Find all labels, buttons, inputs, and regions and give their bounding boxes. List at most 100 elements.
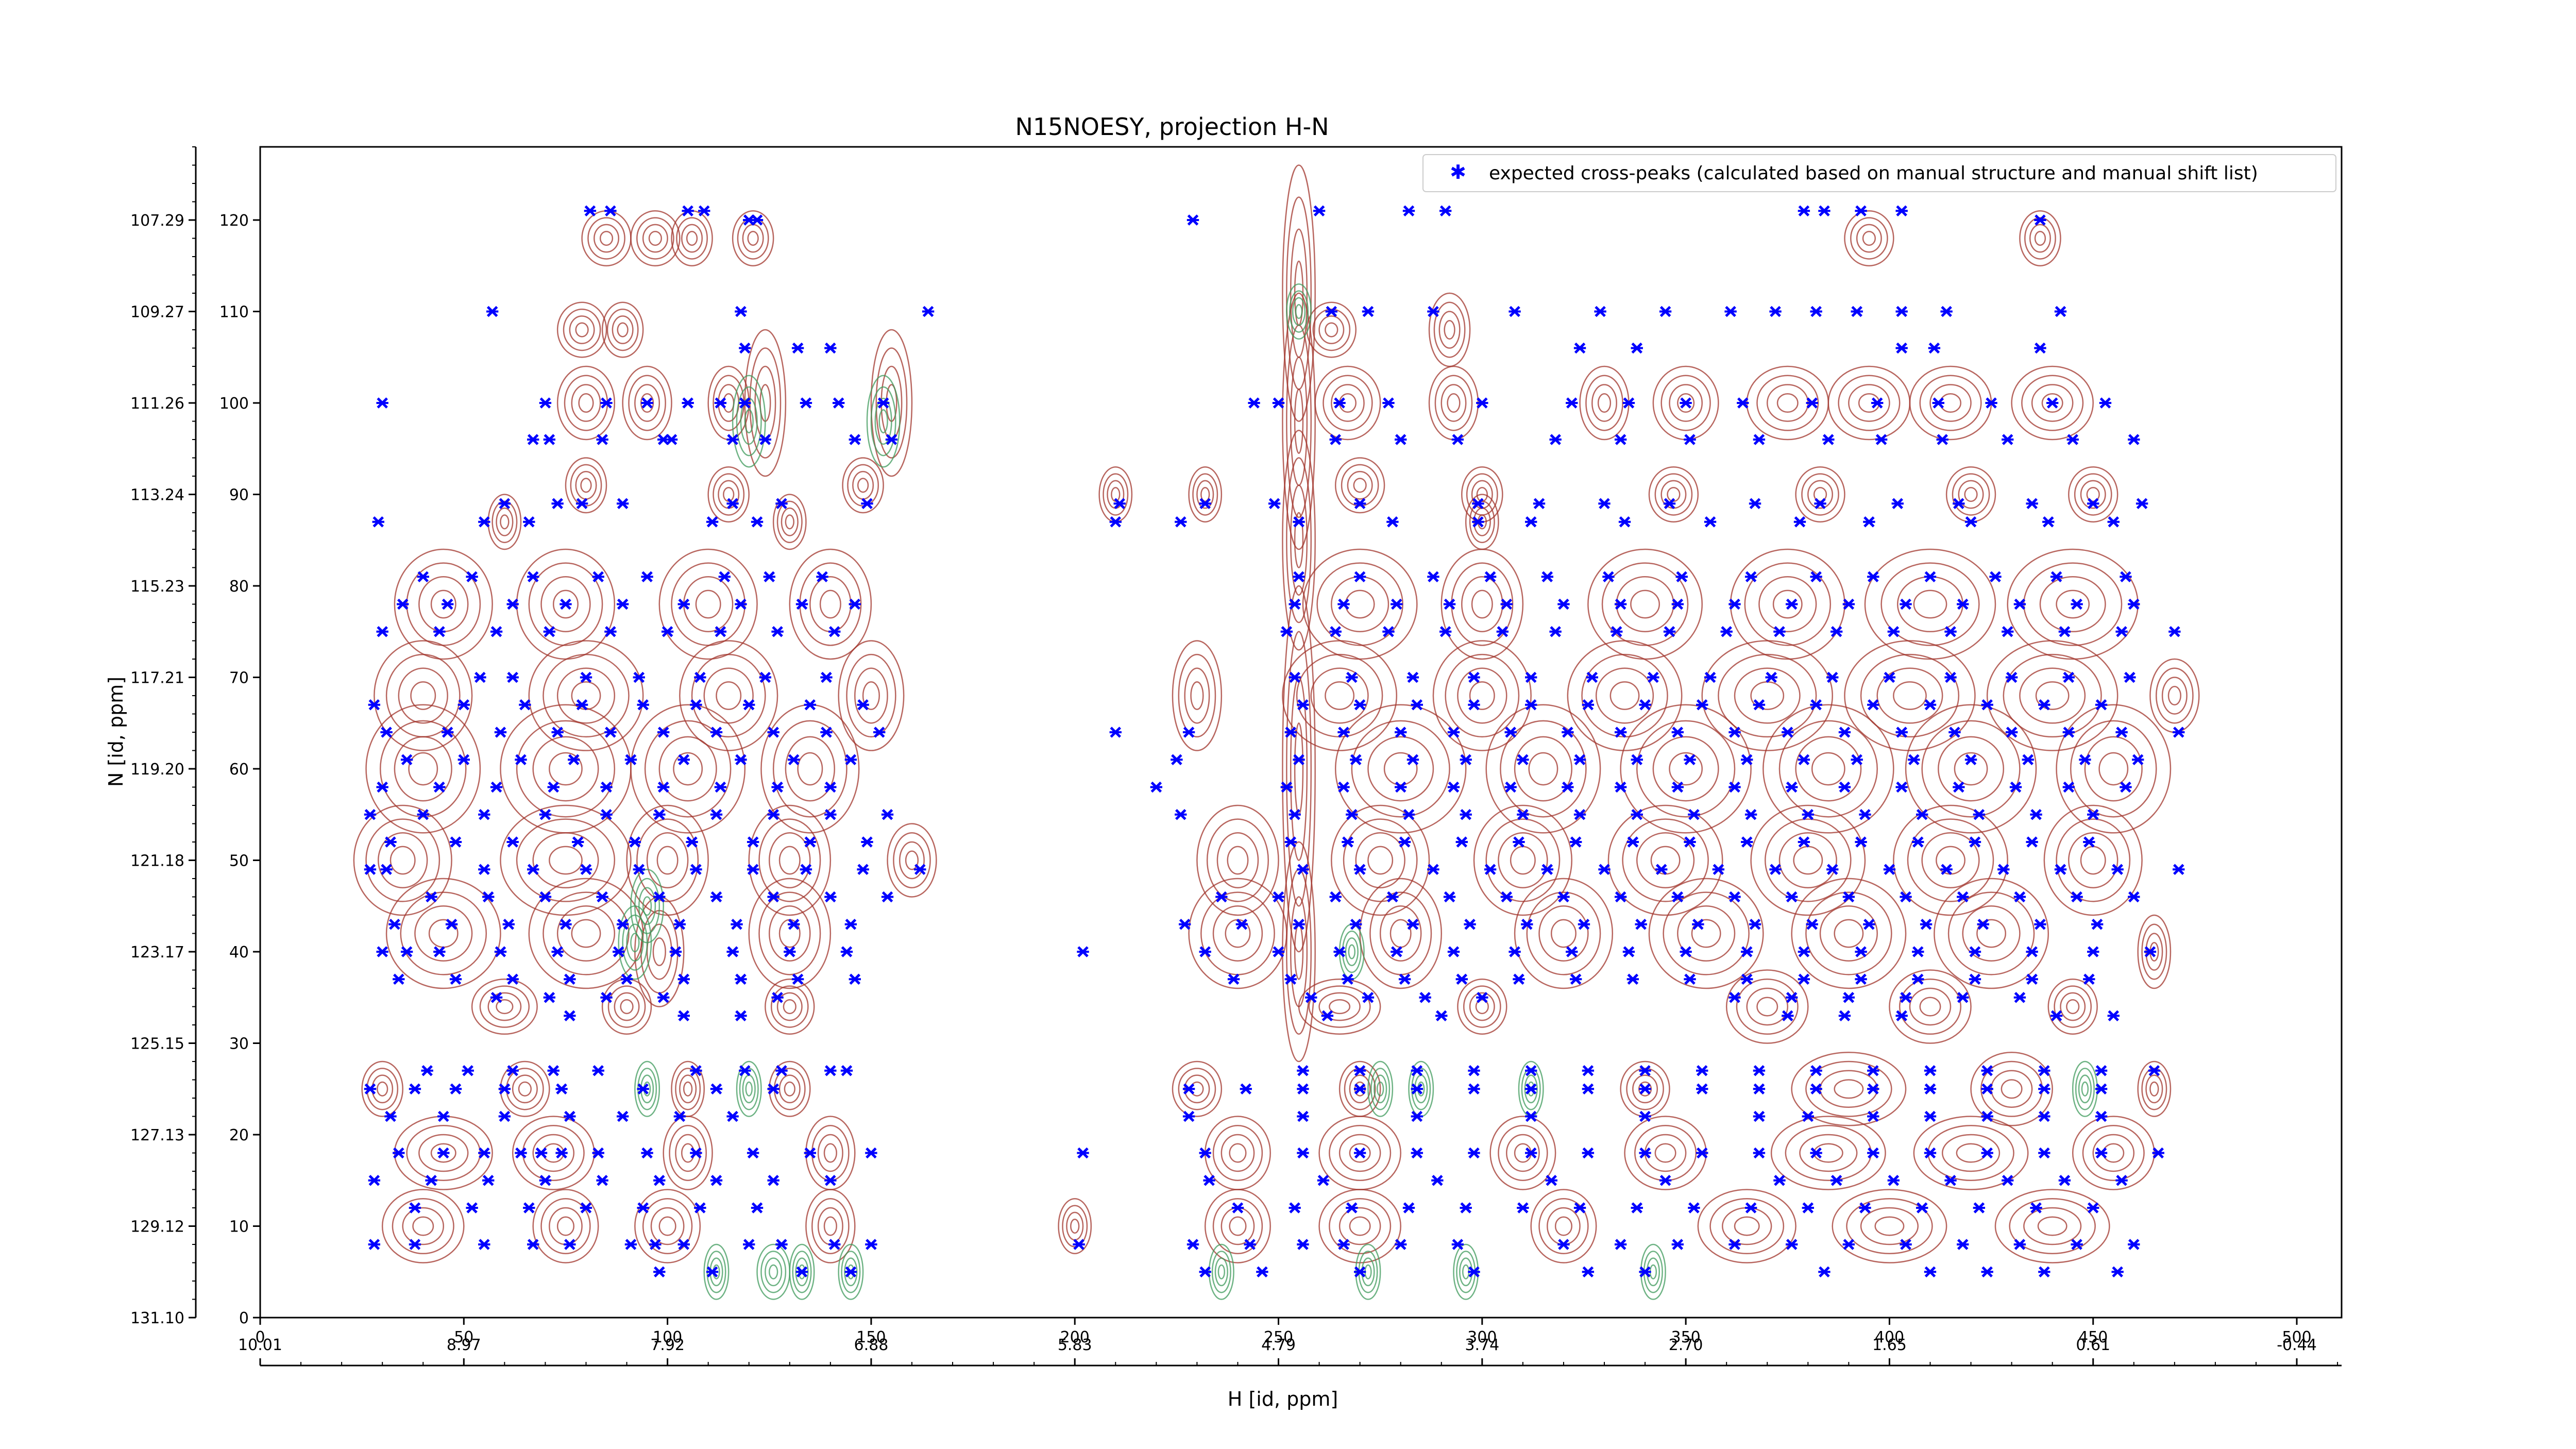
contour-positive — [1514, 736, 1573, 802]
cross-peak — [482, 1174, 495, 1186]
cross-peak — [1077, 946, 1089, 957]
cross-peak — [498, 1083, 511, 1095]
cross-peak — [2128, 1239, 2140, 1250]
contour-positive — [769, 905, 811, 962]
cross-peak — [1284, 973, 1297, 985]
cross-peak — [824, 1174, 837, 1186]
cross-peak — [397, 598, 409, 610]
contour-positive — [691, 653, 766, 738]
cross-peak — [1830, 626, 1843, 637]
contour-positive — [1799, 1134, 1858, 1172]
cross-peak — [2034, 342, 2046, 354]
cross-peak — [1724, 306, 1737, 317]
cross-peak — [2013, 991, 2026, 1003]
cross-peak — [804, 699, 817, 711]
cross-peak — [1936, 434, 1948, 445]
contour-positive — [1343, 818, 1418, 902]
cross-peak — [441, 727, 454, 738]
cross-peak — [393, 1147, 405, 1159]
cross-peak — [1614, 891, 1627, 903]
cross-peak — [1582, 1065, 1595, 1076]
contour-positive — [1609, 681, 1640, 710]
contour-positive — [658, 548, 758, 660]
cross-peak — [1810, 699, 1822, 711]
cross-peak — [2111, 1266, 2124, 1278]
contour-positive — [365, 704, 481, 834]
contour-positive — [2021, 375, 2084, 431]
cross-peak — [1916, 808, 1928, 820]
y-tick-label: 20 — [229, 1126, 249, 1144]
cross-peak — [686, 836, 698, 848]
cross-peak — [1953, 781, 1965, 793]
contour-positive — [1498, 832, 1548, 888]
contour-positive — [418, 1134, 469, 1172]
cross-peak — [2013, 891, 2026, 903]
cross-peak — [1728, 598, 1741, 610]
cross-peak — [795, 1266, 808, 1278]
contour-positive — [1947, 891, 2035, 975]
contour-positive — [707, 466, 750, 523]
cross-peak — [1851, 754, 1863, 766]
cross-peak — [1749, 498, 1761, 510]
cross-peak — [1741, 836, 1753, 848]
cross-peak — [368, 1239, 381, 1250]
contour-positive — [1334, 704, 1467, 834]
contour-negative — [1345, 937, 1359, 966]
contour-positive — [1952, 473, 1990, 516]
cross-peak — [824, 1065, 837, 1076]
contour-positive — [556, 905, 616, 962]
contour-positive — [549, 752, 583, 786]
contour-positive — [1444, 320, 1455, 340]
contour-positive — [1620, 704, 1752, 834]
cross-peak — [1749, 918, 1761, 930]
x-ppm-tick-label: 3.74 — [1465, 1336, 1499, 1354]
cross-peak — [478, 1239, 490, 1250]
y-ppm-tick-label: 127.13 — [130, 1126, 184, 1144]
cross-peak — [1346, 1202, 1358, 1214]
contour-positive — [1934, 878, 2049, 989]
cross-peak — [731, 918, 743, 930]
contour-positive — [862, 681, 880, 710]
contour-positive — [2092, 1134, 2135, 1172]
cross-peak — [527, 434, 539, 445]
contour-positive — [1282, 164, 1316, 422]
y-tick-label: 30 — [229, 1035, 249, 1053]
cross-peak — [1321, 1010, 1334, 1022]
cross-peak — [1818, 205, 1831, 217]
cross-peak — [857, 864, 869, 875]
cross-peak — [1353, 1083, 1366, 1095]
cross-peak — [2087, 946, 2099, 957]
contour-negative — [1286, 283, 1312, 340]
cross-peak — [844, 1266, 857, 1278]
cross-peak — [661, 626, 674, 637]
contour-positive — [378, 832, 428, 888]
cross-peak — [1688, 1202, 1700, 1214]
cross-peak — [1289, 1202, 1301, 1214]
cross-peak — [1182, 727, 1195, 738]
cross-peak — [1981, 1266, 1993, 1278]
cross-peak — [1582, 1083, 1595, 1095]
contour-positive — [652, 937, 666, 966]
contour-positive — [1347, 470, 1373, 500]
contour-positive — [1622, 818, 1709, 902]
cross-peak — [2009, 781, 2022, 793]
cross-peak — [604, 626, 617, 637]
cross-peak — [421, 1065, 433, 1076]
y-ppm-tick-label: 111.26 — [130, 395, 184, 413]
contour-positive — [1648, 878, 1764, 989]
cross-peak — [1455, 973, 1468, 985]
cross-peak — [1622, 397, 1635, 409]
y-tick-label: 120 — [219, 212, 249, 230]
cross-peak — [1867, 1083, 1879, 1095]
cross-peak — [1614, 434, 1627, 445]
cross-peak — [1460, 1202, 1472, 1214]
cross-peak — [462, 1065, 474, 1076]
contour-negative — [789, 1243, 815, 1300]
cross-peak — [1203, 1174, 1215, 1186]
contour-positive — [532, 1134, 575, 1172]
contour-positive — [392, 1198, 454, 1254]
cross-peak — [922, 306, 935, 317]
contour-positive — [1318, 992, 1361, 1021]
contour-positive — [2156, 667, 2194, 724]
cross-peak — [714, 397, 727, 409]
